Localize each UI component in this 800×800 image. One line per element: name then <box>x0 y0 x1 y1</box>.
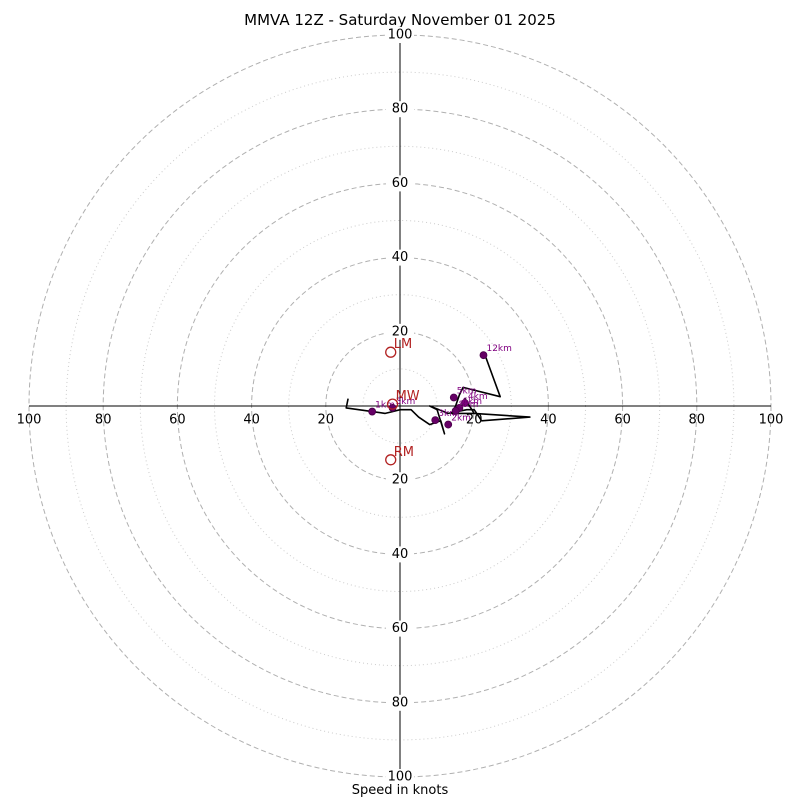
tick-label-top-40: 40 <box>392 250 409 265</box>
tick-label-top-60: 60 <box>392 176 409 191</box>
tick-label-bottom-40: 40 <box>392 547 409 562</box>
height-marker-6 <box>451 406 460 415</box>
tick-label-left-40: 40 <box>243 413 260 428</box>
tick-bg-top-60 <box>386 175 414 192</box>
height-marker-4 <box>449 393 458 402</box>
tick-bg-bottom-40 <box>386 546 414 563</box>
tick-bg-bottom-100 <box>386 769 414 785</box>
tick-label-right-100: 100 <box>759 413 784 428</box>
tick-label-bottom-20: 20 <box>392 473 409 488</box>
tick-label-left-100: 100 <box>17 413 42 428</box>
tick-bg-bottom-80 <box>386 694 414 711</box>
storm-motion-marker-lm <box>385 346 397 358</box>
storm-motion-label-mw: MW <box>396 389 420 404</box>
height-label-8: 3km <box>396 397 416 407</box>
height-marker-0 <box>368 407 377 416</box>
height-marker-7 <box>479 351 488 360</box>
height-label-3: 4km <box>468 392 488 402</box>
chart-title: MMVA 12Z - Saturday November 01 2025 <box>244 11 556 29</box>
height-marker-1 <box>444 420 453 429</box>
tick-label-bottom-60: 60 <box>392 621 409 636</box>
height-label-6: 8km <box>459 400 479 410</box>
height-label-4: 5km <box>457 386 477 396</box>
storm-motion-label-rm: RM <box>394 445 414 460</box>
tick-label-bottom-100: 100 <box>388 770 413 785</box>
tick-label-right-80: 80 <box>689 413 706 428</box>
tick-label-left-80: 80 <box>95 413 112 428</box>
tick-label-top-20: 20 <box>392 324 409 339</box>
tick-label-top-100: 100 <box>388 28 413 43</box>
tick-bg-bottom-20 <box>386 472 414 489</box>
tick-label-right-40: 40 <box>540 413 557 428</box>
height-label-7: 12km <box>486 344 511 354</box>
tick-label-left-60: 60 <box>169 413 186 428</box>
tick-label-right-60: 60 <box>614 413 631 428</box>
height-marker-2 <box>431 416 440 424</box>
storm-motion-marker-rm <box>385 454 397 466</box>
tick-bg-bottom-60 <box>386 620 414 637</box>
tick-bg-top-40 <box>386 249 414 266</box>
height-label-1: 2km <box>451 414 471 424</box>
height-marker-3 <box>461 399 469 407</box>
tick-bg-top-100 <box>386 27 414 43</box>
height-label-0: 1km <box>375 401 395 411</box>
storm-motion-label-lm: LM <box>394 337 412 352</box>
tick-label-top-80: 80 <box>392 102 409 117</box>
height-label-5: 6km <box>462 397 482 407</box>
tick-bg-top-20 <box>386 323 414 340</box>
x-axis-label: Speed in knots <box>351 783 449 798</box>
height-label-2: 3km <box>438 409 458 419</box>
tick-label-bottom-80: 80 <box>392 695 409 710</box>
tick-label-left-20: 20 <box>318 413 335 428</box>
tick-bg-top-80 <box>386 101 414 118</box>
storm-motion-marker-mw <box>386 398 399 410</box>
